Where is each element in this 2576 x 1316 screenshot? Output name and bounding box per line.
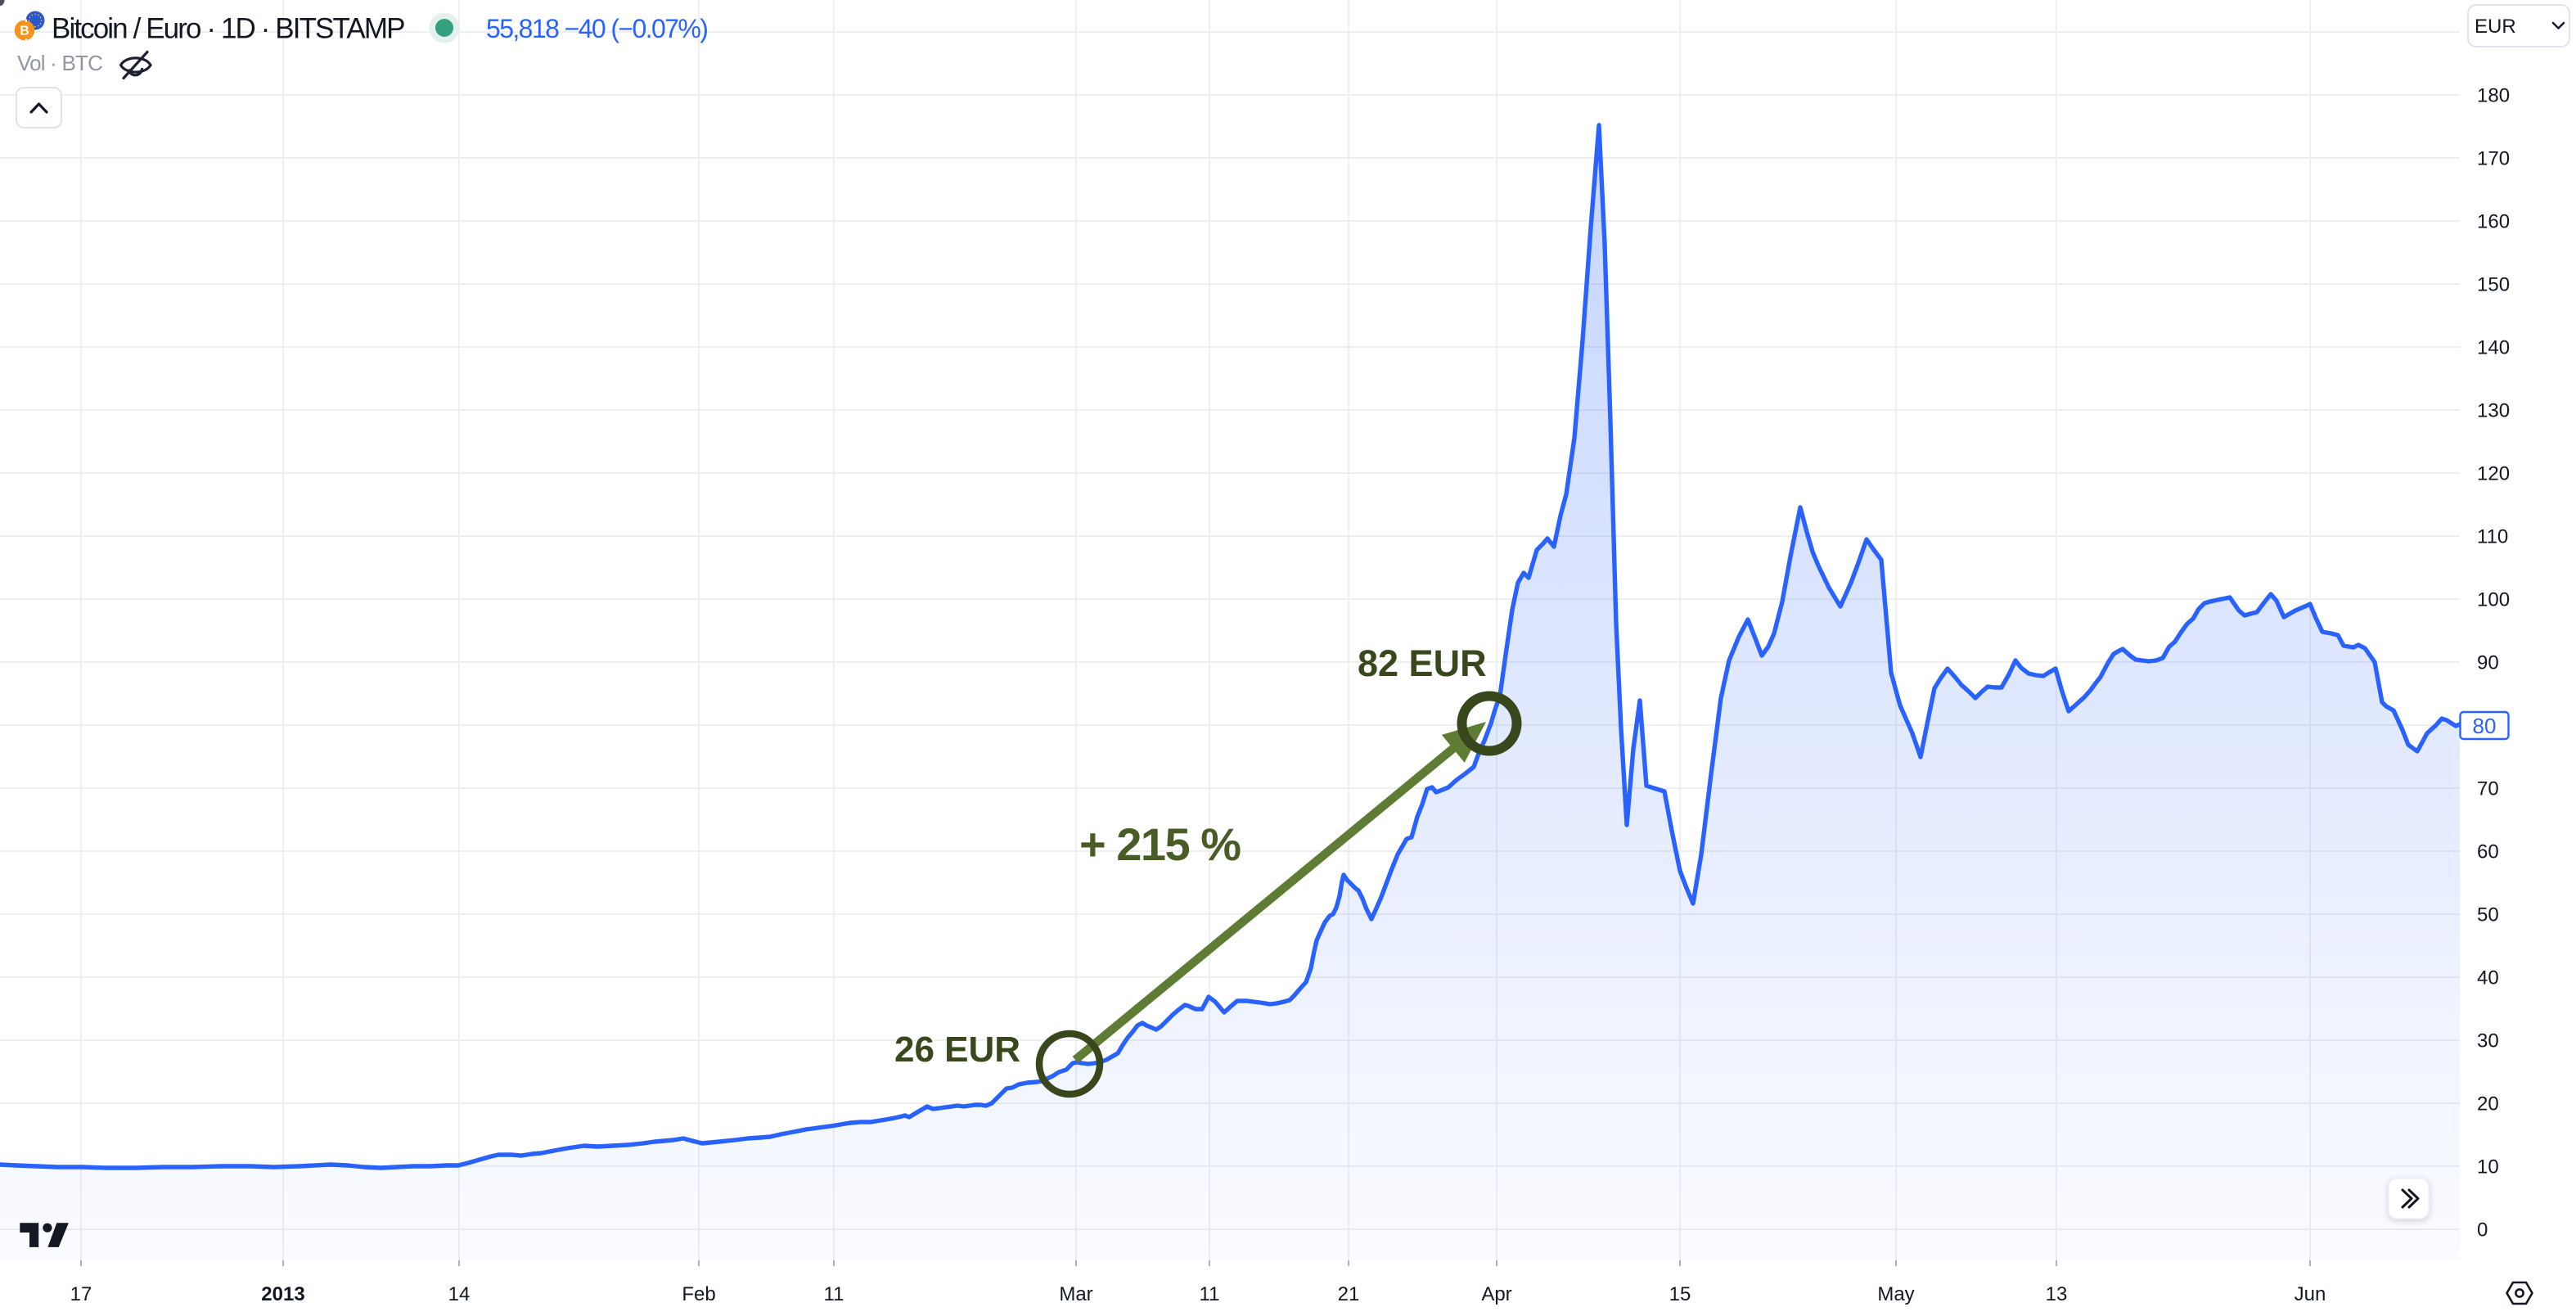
svg-text:10: 10 xyxy=(2477,1156,2499,1179)
svg-text:14: 14 xyxy=(448,1283,471,1305)
svg-text:May: May xyxy=(1877,1283,1914,1305)
svg-text:82 EUR: 82 EUR xyxy=(1358,642,1487,684)
svg-text:Bitcoin / Euro · 1D · BITSTAMP: Bitcoin / Euro · 1D · BITSTAMP xyxy=(52,13,404,45)
svg-text:17: 17 xyxy=(70,1283,92,1305)
svg-text:50: 50 xyxy=(2477,904,2499,926)
svg-text:11: 11 xyxy=(824,1283,844,1305)
svg-text:Feb: Feb xyxy=(682,1283,715,1305)
svg-text:+ 215 %: + 215 % xyxy=(1079,818,1241,870)
svg-text:Mar: Mar xyxy=(1059,1283,1092,1305)
svg-text:11: 11 xyxy=(1200,1283,1220,1305)
svg-text:130: 130 xyxy=(2477,400,2510,422)
svg-text:120: 120 xyxy=(2477,463,2510,485)
svg-text:80: 80 xyxy=(2473,714,2497,738)
svg-text:2013: 2013 xyxy=(261,1283,304,1305)
svg-text:0: 0 xyxy=(2477,1219,2488,1242)
svg-text:Jun: Jun xyxy=(2295,1283,2326,1305)
svg-text:70: 70 xyxy=(2477,778,2499,800)
svg-text:170: 170 xyxy=(2477,148,2510,170)
svg-text:30: 30 xyxy=(2477,1030,2499,1052)
svg-text:55,818 −40 (−0.07%): 55,818 −40 (−0.07%) xyxy=(486,14,707,43)
svg-text:90: 90 xyxy=(2477,652,2499,674)
svg-text:20: 20 xyxy=(2477,1093,2499,1115)
svg-text:180: 180 xyxy=(2477,85,2510,107)
svg-text:150: 150 xyxy=(2477,274,2510,296)
svg-text:21: 21 xyxy=(1338,1283,1360,1305)
svg-text:110: 110 xyxy=(2477,526,2508,548)
svg-text:EUR: EUR xyxy=(2475,16,2516,38)
svg-text:Vol · BTC: Vol · BTC xyxy=(17,51,102,75)
svg-text:B: B xyxy=(20,25,29,38)
svg-text:160: 160 xyxy=(2477,211,2510,233)
svg-text:Apr: Apr xyxy=(1481,1283,1511,1305)
svg-text:26 EUR: 26 EUR xyxy=(894,1030,1020,1070)
svg-text:15: 15 xyxy=(1669,1283,1691,1305)
svg-text:140: 140 xyxy=(2477,337,2510,359)
svg-text:13: 13 xyxy=(2046,1283,2068,1305)
svg-text:60: 60 xyxy=(2477,841,2499,863)
svg-text:40: 40 xyxy=(2477,967,2499,989)
svg-text:100: 100 xyxy=(2477,589,2510,611)
